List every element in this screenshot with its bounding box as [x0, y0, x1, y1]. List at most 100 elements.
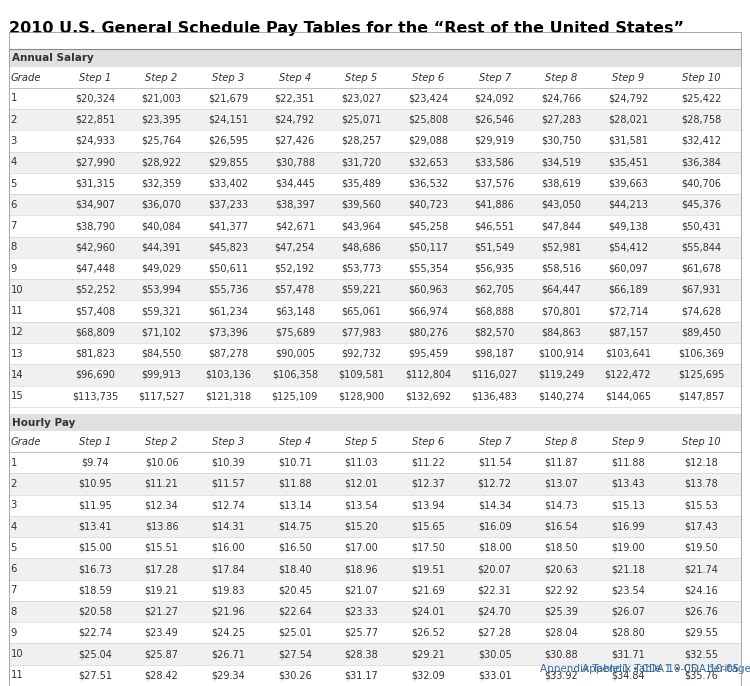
Text: $117,527: $117,527	[138, 391, 184, 401]
Text: $36,532: $36,532	[408, 178, 448, 189]
Text: $16.54: $16.54	[544, 521, 578, 532]
Text: $35,489: $35,489	[341, 178, 382, 189]
Text: $32.09: $32.09	[411, 670, 445, 681]
Text: $132,692: $132,692	[405, 391, 451, 401]
Text: Step 6: Step 6	[412, 437, 444, 447]
Text: $17.84: $17.84	[211, 564, 245, 574]
Text: $100,914: $100,914	[538, 348, 584, 359]
FancyBboxPatch shape	[9, 152, 741, 173]
Text: $15.65: $15.65	[411, 521, 445, 532]
Text: $68,888: $68,888	[475, 306, 514, 316]
Text: $47,844: $47,844	[542, 221, 581, 231]
Text: $25,808: $25,808	[408, 115, 448, 125]
Text: 3: 3	[10, 136, 16, 146]
FancyBboxPatch shape	[9, 49, 741, 67]
Text: $12.72: $12.72	[478, 479, 512, 489]
Text: $34,519: $34,519	[542, 157, 581, 167]
Text: $61,234: $61,234	[209, 306, 248, 316]
Text: 1: 1	[10, 93, 16, 104]
Text: $60,097: $60,097	[608, 263, 648, 274]
Text: $21.07: $21.07	[344, 585, 379, 595]
Text: 13: 13	[10, 348, 23, 359]
Text: $27.28: $27.28	[478, 628, 512, 638]
Text: $30,750: $30,750	[542, 136, 581, 146]
Text: $10.39: $10.39	[211, 458, 245, 468]
Text: $55,736: $55,736	[208, 285, 248, 295]
Text: $26.76: $26.76	[684, 606, 718, 617]
Text: 10: 10	[10, 285, 23, 295]
Text: $29,088: $29,088	[408, 136, 448, 146]
Text: $50,611: $50,611	[209, 263, 248, 274]
Text: $25.04: $25.04	[78, 649, 112, 659]
Text: $25,422: $25,422	[681, 93, 722, 104]
Text: 5: 5	[10, 543, 16, 553]
Text: $23.33: $23.33	[344, 606, 378, 617]
Text: $53,994: $53,994	[142, 285, 182, 295]
Text: 2: 2	[10, 115, 16, 125]
Text: $17.00: $17.00	[344, 543, 378, 553]
Text: $33,402: $33,402	[209, 178, 248, 189]
Text: $43,964: $43,964	[341, 221, 382, 231]
Text: $29,855: $29,855	[208, 157, 248, 167]
Text: $22.92: $22.92	[544, 585, 578, 595]
Text: $16.09: $16.09	[478, 521, 512, 532]
Text: $15.51: $15.51	[145, 543, 178, 553]
Text: $24.16: $24.16	[684, 585, 718, 595]
Text: $19.83: $19.83	[211, 585, 245, 595]
Text: $47,448: $47,448	[75, 263, 115, 274]
Text: $38,790: $38,790	[75, 221, 115, 231]
FancyBboxPatch shape	[9, 414, 741, 431]
Text: $26.71: $26.71	[211, 649, 245, 659]
Text: $22,851: $22,851	[75, 115, 116, 125]
Text: $29.55: $29.55	[684, 628, 718, 638]
Text: Step 3: Step 3	[212, 73, 244, 82]
Text: Step 2: Step 2	[146, 73, 178, 82]
Text: $16.73: $16.73	[78, 564, 112, 574]
Text: $22.31: $22.31	[478, 585, 512, 595]
Text: $10.95: $10.95	[78, 479, 112, 489]
Text: $58,516: $58,516	[542, 263, 581, 274]
Text: $29,919: $29,919	[475, 136, 514, 146]
Text: $21.69: $21.69	[411, 585, 445, 595]
Text: $57,408: $57,408	[75, 306, 115, 316]
Text: $80,276: $80,276	[408, 327, 448, 338]
Text: $45,823: $45,823	[209, 242, 248, 252]
Text: 4: 4	[10, 157, 16, 167]
Text: $90,005: $90,005	[274, 348, 315, 359]
Text: $42,960: $42,960	[75, 242, 115, 252]
Text: $19.50: $19.50	[684, 543, 718, 553]
Text: $32.55: $32.55	[684, 649, 718, 659]
Text: Step 4: Step 4	[279, 437, 311, 447]
Text: $15.20: $15.20	[344, 521, 379, 532]
Text: $24.25: $24.25	[211, 628, 245, 638]
Text: $41,886: $41,886	[475, 200, 514, 210]
Text: $11.22: $11.22	[411, 458, 445, 468]
Text: $30,788: $30,788	[274, 157, 315, 167]
Text: $17.28: $17.28	[145, 564, 178, 574]
Text: $116,027: $116,027	[472, 370, 518, 380]
Text: $66,189: $66,189	[608, 285, 648, 295]
Text: Step 6: Step 6	[412, 73, 444, 82]
Text: $20.58: $20.58	[78, 606, 112, 617]
Text: $23.49: $23.49	[145, 628, 178, 638]
Text: $53,773: $53,773	[341, 263, 382, 274]
Text: $18.50: $18.50	[544, 543, 578, 553]
Text: $67,931: $67,931	[681, 285, 721, 295]
Text: $10.71: $10.71	[278, 458, 312, 468]
Text: $24,933: $24,933	[75, 136, 115, 146]
Text: $12.37: $12.37	[411, 479, 445, 489]
Text: $11.57: $11.57	[211, 479, 245, 489]
Text: $21.27: $21.27	[145, 606, 178, 617]
Text: Step 10: Step 10	[682, 437, 721, 447]
Text: $87,157: $87,157	[608, 327, 648, 338]
Text: 6: 6	[10, 564, 16, 574]
Text: $106,358: $106,358	[272, 370, 318, 380]
FancyBboxPatch shape	[9, 237, 741, 258]
Text: $31.71: $31.71	[611, 649, 645, 659]
Text: $28.42: $28.42	[145, 670, 178, 681]
Text: $45,376: $45,376	[681, 200, 722, 210]
Text: Step 9: Step 9	[612, 437, 644, 447]
Text: $68,809: $68,809	[75, 327, 115, 338]
Text: $92,732: $92,732	[341, 348, 382, 359]
Text: $11.88: $11.88	[278, 479, 312, 489]
